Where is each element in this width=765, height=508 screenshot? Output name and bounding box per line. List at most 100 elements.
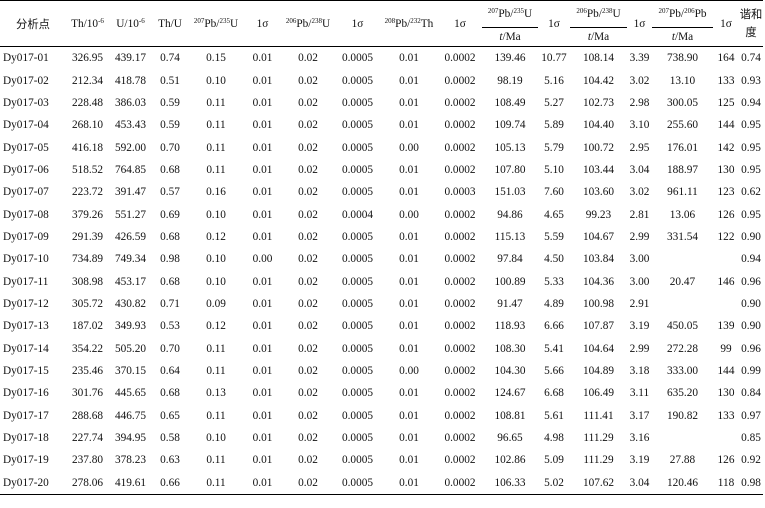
table-cell: 0.01 xyxy=(252,454,273,467)
table-cell: 0.0005 xyxy=(341,409,374,422)
table-cell: 111.41 xyxy=(583,409,614,422)
table-cell: 4.65 xyxy=(544,208,564,221)
table-cell: 0.84 xyxy=(741,387,761,400)
table-cell: 0.0005 xyxy=(341,119,374,132)
table-cell: 426.59 xyxy=(114,230,147,243)
table-row: Dy017-10 734.89 749.34 0.98 0.10 0.00 0.02 0.00… xyxy=(0,248,763,270)
table-row: Dy017-20 278.06 419.61 0.66 0.11 0.01 0.02 0.00… xyxy=(0,471,763,495)
table-row: Dy017-02 212.34 418.78 0.51 0.10 0.01 0.02 0.00… xyxy=(0,69,763,91)
table-cell: 0.63 xyxy=(160,454,180,467)
table-cell xyxy=(713,293,739,315)
table-cell xyxy=(652,427,713,449)
table-cell: 288.68 xyxy=(71,409,104,422)
table-cell: 370.15 xyxy=(114,364,147,377)
table-cell: 0.01 xyxy=(252,409,273,422)
table-cell: 0.01 xyxy=(252,275,273,288)
table-cell: 3.16 xyxy=(629,432,650,445)
analysis-point-id: Dy017-20 xyxy=(0,471,66,495)
table-cell xyxy=(713,248,739,270)
table-cell: 0.0005 xyxy=(341,163,374,176)
table-cell: 734.89 xyxy=(71,253,104,266)
table-row: Dy017-13 187.02 349.93 0.53 0.12 0.01 0.02 0.00… xyxy=(0,315,763,337)
table-cell: 0.13 xyxy=(206,387,226,400)
table-cell: 5.33 xyxy=(544,275,564,288)
analysis-point-id: Dy017-02 xyxy=(3,74,49,87)
table-cell: 5.66 xyxy=(544,364,564,377)
table-cell: 272.28 xyxy=(666,342,699,355)
table-cell xyxy=(713,427,739,449)
table-cell: 108.14 xyxy=(582,52,615,65)
table-cell: 111.29 xyxy=(583,454,614,467)
table-cell: 0.02 xyxy=(298,454,318,467)
table-cell: 0.53 xyxy=(160,320,180,333)
table-cell: 144 xyxy=(717,364,735,377)
table-cell: 0.01 xyxy=(252,186,273,199)
table-cell: 176.01 xyxy=(666,141,699,154)
table-cell: 0.68 xyxy=(160,163,180,176)
table-cell: 0.90 xyxy=(741,230,761,243)
table-cell: 0.0005 xyxy=(341,141,374,154)
table-cell: 108.81 xyxy=(494,409,526,422)
table-row: Dy017-01 326.95 439.17 0.74 0.15 0.01 0.02 0.00… xyxy=(0,47,763,70)
table-cell: 445.65 xyxy=(114,387,147,400)
table-cell xyxy=(652,293,713,315)
table-cell: 20.47 xyxy=(669,275,696,288)
table-cell: 0.95 xyxy=(741,163,761,176)
table-cell: 0.02 xyxy=(298,186,318,199)
table-cell: 2.81 xyxy=(629,208,650,221)
table-cell: 0.0005 xyxy=(341,297,374,310)
table-cell: 0.66 xyxy=(152,471,188,495)
table-cell: 120.46 xyxy=(652,471,713,495)
header-concordance: 谐和度 xyxy=(739,8,763,39)
table-cell: 91.47 xyxy=(497,297,523,310)
analysis-point-id: Dy017-01 xyxy=(3,52,49,65)
table-cell: 0.0005 xyxy=(341,253,374,266)
table-cell: 3.04 xyxy=(629,163,650,176)
table-cell: 0.02 xyxy=(298,230,318,243)
table-cell: 139.46 xyxy=(494,52,526,65)
table-cell: 0.0002 xyxy=(444,96,476,109)
table-cell: 0.01 xyxy=(399,320,419,333)
table-cell: 105.13 xyxy=(494,141,526,154)
table-cell: 0.10 xyxy=(206,208,226,221)
table-row: Dy017-18 227.74 394.95 0.58 0.10 0.01 0.02 0.00… xyxy=(0,427,763,449)
table-cell: 0.95 xyxy=(741,119,761,132)
table-cell: 0.01 xyxy=(252,297,273,310)
table-cell: 450.05 xyxy=(666,320,699,333)
table-cell: 6.66 xyxy=(544,320,564,333)
table-cell: 255.60 xyxy=(666,119,699,132)
table-cell: 0.01 xyxy=(399,230,419,243)
table-cell: 0.0002 xyxy=(444,297,476,310)
table-cell: 0.00 xyxy=(252,253,273,266)
table-cell: 268.10 xyxy=(71,119,104,132)
table-cell: 3.10 xyxy=(629,119,650,132)
table-cell: 592.00 xyxy=(114,141,147,154)
table-cell: 0.90 xyxy=(741,320,761,333)
table-cell: 0.11 xyxy=(206,119,226,132)
table-cell: 0.02 xyxy=(298,52,318,65)
table-cell: 0.12 xyxy=(206,230,226,243)
table-cell: 228.48 xyxy=(71,96,104,109)
table-cell: 104.64 xyxy=(582,342,615,355)
table-cell: 0.0002 xyxy=(444,275,476,288)
table-cell: 97.84 xyxy=(497,253,523,266)
table-cell: 3.04 xyxy=(627,471,652,495)
table-cell: 0.01 xyxy=(252,230,273,243)
table-cell: 0.0005 xyxy=(341,52,374,65)
table-cell: 0.0002 xyxy=(444,74,476,87)
analysis-point-id: Dy017-11 xyxy=(3,275,49,288)
table-cell: 100.72 xyxy=(582,141,615,154)
table-cell: 100.89 xyxy=(494,275,526,288)
table-cell: 0.09 xyxy=(206,297,226,310)
table-body: Dy017-01 326.95 439.17 0.74 0.15 0.01 0.02 0.00… xyxy=(0,47,763,495)
table-cell: 0.74 xyxy=(741,52,761,65)
table-cell: 3.02 xyxy=(629,186,650,199)
table-cell: 2.95 xyxy=(629,141,650,154)
table-cell: 354.22 xyxy=(71,342,104,355)
table-cell: 391.47 xyxy=(114,186,147,199)
table-cell: 108.49 xyxy=(494,96,526,109)
table-cell: 133 xyxy=(717,409,735,422)
analysis-point-id: Dy017-03 xyxy=(3,96,49,109)
table-cell: 104.89 xyxy=(582,364,615,377)
table-cell: 13.06 xyxy=(669,208,696,221)
